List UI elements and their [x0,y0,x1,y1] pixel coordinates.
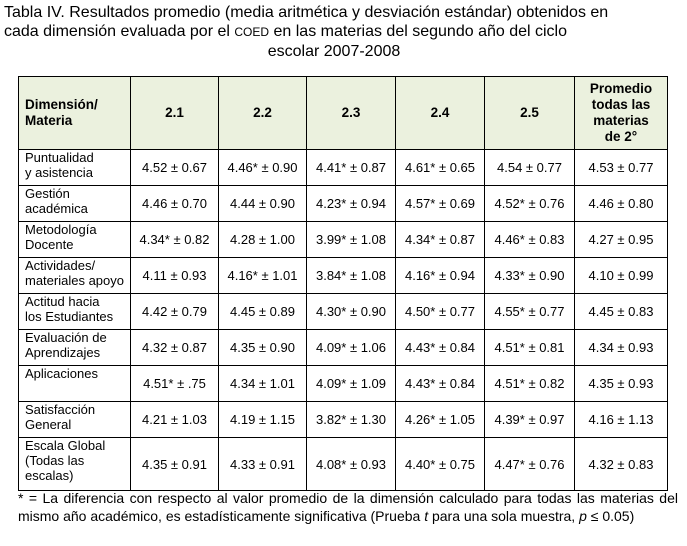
cell: 4.52 ± 0.67 [130,149,219,186]
table-row: Actividades/ materiales apoyo 4.11 ± 0.93… [18,257,668,294]
table-row: Satisfacción General 4.21 ± 1.03 4.19 ± 1.… [18,401,668,438]
cell: 4.43* ± 0.84 [395,329,485,366]
cell: 4.55* ± 0.77 [484,293,575,330]
cell: 4.09* ± 1.09 [306,365,396,402]
cell: 4.40* ± 0.75 [395,437,485,491]
cell: 4.16* ± 1.01 [218,257,307,294]
cell: 4.51* ± .75 [130,365,219,402]
cell: 4.34 ± 1.01 [218,365,307,402]
footnote-text: * = La diferencia con respecto al valor … [18,490,678,524]
cell: 4.09* ± 1.06 [306,329,396,366]
table-row: Actitud hacia los Estudiantes 4.42 ± 0.79… [18,293,668,330]
header-cell: 2.3 [306,76,396,150]
cell: 4.41* ± 0.87 [306,149,396,186]
title-text: en las materias del segundo año del cicl… [269,23,568,40]
header-cell: 2.1 [130,76,219,150]
table-row: Puntualidad y asistencia 4.52 ± 0.67 4.46*… [18,149,668,186]
title-line: cada dimensión evaluada por el COED en l… [4,22,664,42]
cell: 4.32 ± 0.87 [130,329,219,366]
cell: 4.19 ± 1.15 [218,401,307,438]
row-label: Evaluación de Aprendizajes [18,329,131,366]
footnote-text: para una sola muestra, [428,508,580,524]
header-cell: Promedio todas las materias de 2° [574,76,668,150]
cell: 3.84* ± 1.08 [306,257,396,294]
title-line: Tabla IV. Resultados promedio (media ari… [4,4,609,21]
cell: 4.35 ± 0.91 [130,437,219,491]
row-label: Escala Global (Todas las escalas) [18,437,131,491]
cell: 4.08* ± 0.93 [306,437,396,491]
cell: 4.52* ± 0.76 [484,185,575,222]
cell: 4.33* ± 0.90 [484,257,575,294]
cell: 4.21 ± 1.03 [130,401,219,438]
footnote-text: ≤ 0.05) [586,508,635,524]
cell: 4.43* ± 0.84 [395,365,485,402]
header-cell: 2.2 [218,76,307,150]
cell: 4.33 ± 0.91 [218,437,307,491]
cell: 4.28 ± 1.00 [218,221,307,258]
title-text: cada dimensión evaluada por el [4,23,235,40]
row-label: Aplicaciones [18,365,131,402]
cell: 4.61* ± 0.65 [395,149,485,186]
cell: 4.57* ± 0.69 [395,185,485,222]
cell: 4.51* ± 0.82 [484,365,575,402]
cell: 4.10 ± 0.99 [574,257,668,294]
header-row: Dimensión/ Materia 2.1 2.2 2.3 2.4 2.5 Promedi… [18,76,668,150]
cell: 4.44 ± 0.90 [218,185,307,222]
cell: 4.46 ± 0.80 [574,185,668,222]
row-label: Gestión académica [18,185,131,222]
cell: 4.16* ± 0.94 [395,257,485,294]
cell: 4.46* ± 0.90 [218,149,307,186]
cell: 4.23* ± 0.94 [306,185,396,222]
table-row: Evaluación de Aprendizajes 4.32 ± 0.87 4.3… [18,329,668,366]
cell: 4.39* ± 0.97 [484,401,575,438]
title-line: escolar 2007-2008 [267,43,401,60]
cell: 4.54 ± 0.77 [484,149,575,186]
cell: 4.35 ± 0.93 [574,365,668,402]
row-label: Metodología Docente [18,221,131,258]
cell: 4.45 ± 0.83 [574,293,668,330]
table-row: Aplicaciones 4.51* ± .75 4.34 ± 1.01 4.09* … [18,365,668,402]
cell: 4.46* ± 0.83 [484,221,575,258]
header-cell: 2.5 [484,76,575,150]
cell: 4.50* ± 0.77 [395,293,485,330]
cell: 4.42 ± 0.79 [130,293,219,330]
row-label: Satisfacción General [18,401,131,438]
cell: 4.34* ± 0.87 [395,221,485,258]
footnote-text: t [424,508,429,524]
cell: 4.34* ± 0.82 [130,221,219,258]
row-label: Actividades/ materiales apoyo [18,257,131,294]
cell: 4.27 ± 0.95 [574,221,668,258]
table-row: Gestión académica 4.46 ± 0.70 4.44 ± 0.90 4… [18,185,668,222]
table: Dimensión/ Materia 2.1 2.2 2.3 2.4 2.5 Promedi… [18,76,668,491]
footnote: * = La diferencia con respecto al valor … [18,489,678,525]
title-text: COED [234,25,270,39]
cell: 3.99* ± 1.08 [306,221,396,258]
cell: 4.47* ± 0.76 [484,437,575,491]
cell: 4.53 ± 0.77 [574,149,668,186]
table-row: Escala Global (Todas las escalas) 4.35 ± … [18,437,668,491]
row-label: Puntualidad y asistencia [18,149,131,186]
table-body: Puntualidad y asistencia 4.52 ± 0.67 4.46*… [18,149,668,491]
table-row: Metodología Docente 4.34* ± 0.82 4.28 ± 1.… [18,221,668,258]
footnote-text: p [579,508,587,524]
cell: 4.16 ± 1.13 [574,401,668,438]
header-cell: Dimensión/ Materia [18,76,131,150]
cell: 4.11 ± 0.93 [130,257,219,294]
cell: 3.82* ± 1.30 [306,401,396,438]
row-label: Actitud hacia los Estudiantes [18,293,131,330]
cell: 4.30* ± 0.90 [306,293,396,330]
cell: 4.32 ± 0.83 [574,437,668,491]
cell: 4.51* ± 0.81 [484,329,575,366]
header-cell: 2.4 [395,76,485,150]
cell: 4.26* ± 1.05 [395,401,485,438]
title: Tabla IV. Resultados promedio (media ari… [4,3,664,61]
cell: 4.34 ± 0.93 [574,329,668,366]
cell: 4.35 ± 0.90 [218,329,307,366]
cell: 4.45 ± 0.89 [218,293,307,330]
cell: 4.46 ± 0.70 [130,185,219,222]
